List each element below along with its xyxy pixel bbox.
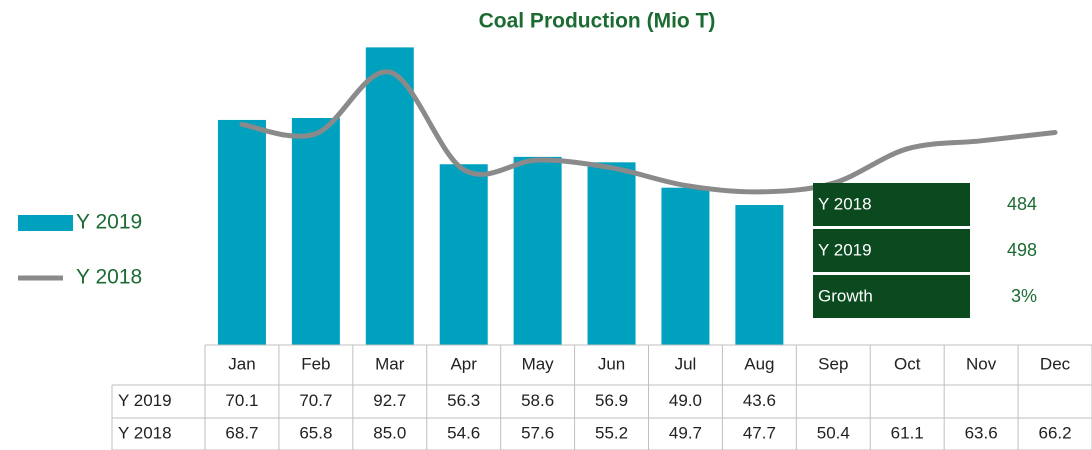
x-tick-label: Oct — [894, 354, 921, 373]
table-cell: 65.8 — [299, 423, 332, 442]
bar — [439, 164, 488, 345]
table-cell: 55.2 — [595, 423, 628, 442]
legend-swatch — [18, 215, 73, 231]
summary-label: Y 2018 — [818, 194, 872, 213]
summary-value: 498 — [1007, 240, 1037, 260]
summary-label: Growth — [818, 286, 873, 305]
table-cell: 66.2 — [1038, 423, 1071, 442]
table-cell: 61.1 — [891, 423, 924, 442]
table-row-label: Y 2019 — [118, 391, 172, 410]
legend-label: Y 2018 — [76, 266, 142, 289]
table-cell: 50.4 — [817, 423, 850, 442]
x-tick-label: Sep — [818, 354, 848, 373]
table-cell: 70.7 — [299, 391, 332, 410]
chart-title: Coal Production (Mio T) — [479, 10, 716, 33]
line-series — [239, 69, 1058, 195]
bar — [735, 205, 784, 345]
x-tick-label: Feb — [301, 354, 330, 373]
table-row-label: Y 2018 — [118, 423, 172, 442]
summary-cell — [813, 275, 970, 318]
table-cell: 70.1 — [225, 391, 258, 410]
x-tick-label: Jun — [598, 354, 625, 373]
bar — [365, 47, 414, 345]
bar — [661, 187, 710, 345]
table-cell: 68.7 — [225, 423, 258, 442]
table-cell: 49.0 — [669, 391, 702, 410]
x-tick-label: Apr — [450, 354, 477, 373]
x-tick-label: May — [522, 354, 555, 373]
x-tick-label: Dec — [1040, 354, 1071, 373]
summary-cell — [813, 229, 970, 272]
table-cell: 58.6 — [521, 391, 554, 410]
table-cell: 92.7 — [373, 391, 406, 410]
table-cell: 49.7 — [669, 423, 702, 442]
table-cell: 47.7 — [743, 423, 776, 442]
table-cell: 54.6 — [447, 423, 480, 442]
x-tick-label: Jul — [675, 354, 697, 373]
summary-label: Y 2019 — [818, 240, 872, 259]
table-cell: 57.6 — [521, 423, 554, 442]
x-tick-label: Jan — [228, 354, 255, 373]
summary-cell — [813, 183, 970, 226]
table-cell: 63.6 — [965, 423, 998, 442]
bar — [587, 162, 636, 345]
x-tick-label: Aug — [744, 354, 774, 373]
summary-value: 3% — [1011, 286, 1037, 306]
table-cell: 56.3 — [447, 391, 480, 410]
bar — [513, 156, 562, 345]
bar — [291, 118, 340, 345]
legend-label: Y 2019 — [76, 211, 142, 234]
summary-value: 484 — [1007, 194, 1037, 214]
table-cell: 56.9 — [595, 391, 628, 410]
x-tick-label: Nov — [966, 354, 997, 373]
bar — [217, 119, 266, 345]
x-tick-label: Mar — [375, 354, 405, 373]
table-cell: 43.6 — [743, 391, 776, 410]
table-cell: 85.0 — [373, 423, 406, 442]
